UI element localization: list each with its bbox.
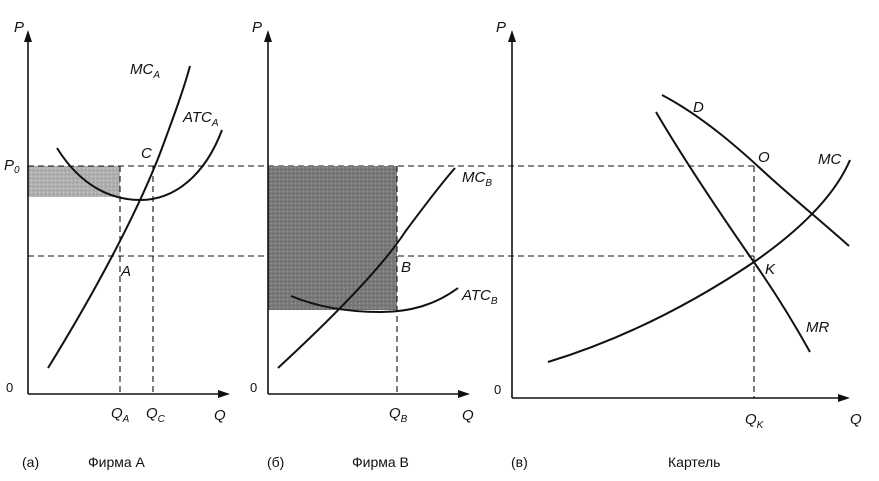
atc-curve-a (56, 129, 223, 202)
origin-label-b: 0 (250, 380, 257, 395)
atc-curve-b (290, 287, 459, 314)
mr-label: MR (806, 319, 829, 336)
caption-letter-a: (а) (22, 454, 39, 470)
demand-label: D (693, 99, 704, 116)
p0-label: P0 (4, 157, 20, 176)
caption-letter-b: (б) (267, 454, 284, 470)
panel-cartel: P Q 0 D O MC K MR QK (в) Картель (494, 19, 862, 470)
point-b-label: B (401, 259, 411, 276)
atc-b-label: ATCB (461, 287, 498, 307)
caption-letter-c: (в) (511, 454, 528, 470)
price-axis-label-b: P (252, 19, 262, 36)
quantity-axis-arrow-a (218, 390, 230, 398)
point-c-label: C (141, 145, 152, 162)
caption-title-b: Фирма B (352, 454, 409, 470)
point-a-label: A (120, 263, 131, 280)
origin-label-a: 0 (6, 380, 13, 395)
mc-curve-a (47, 65, 191, 369)
quantity-axis-label-b: Q (462, 407, 474, 424)
mc-a-label: MCA (130, 61, 160, 81)
profit-area-firm-b (268, 166, 397, 310)
qa-tick-label: QA (111, 405, 130, 425)
caption-title-c: Картель (668, 454, 720, 470)
point-o-label: O (758, 149, 770, 166)
qk-tick-label: QK (745, 411, 765, 431)
panel-firm-b: P Q 0 MCB ATCB B QB (б) Фирма B (250, 19, 498, 470)
qb-tick-label: QB (389, 405, 408, 425)
caption-title-a: Фирма A (88, 454, 146, 470)
panel-firm-a: P Q 0 P0 MCA ATCA C A QA QC (а) Фирма A (4, 19, 755, 470)
quantity-axis-arrow-c (838, 394, 850, 402)
price-axis-arrow-c (508, 30, 516, 42)
demand-curve (661, 94, 850, 247)
qc-tick-label: QC (146, 405, 166, 425)
price-axis-arrow-b (264, 30, 272, 42)
mc-cartel-label: MC (818, 151, 841, 168)
quantity-axis-label-a: Q (214, 407, 226, 424)
mr-curve (655, 111, 811, 353)
mc-curve-cartel (547, 159, 851, 363)
quantity-axis-label-c: Q (850, 411, 862, 428)
atc-a-label: ATCA (182, 109, 219, 129)
point-k-label: K (765, 261, 776, 278)
mc-curve-b (277, 167, 456, 369)
mc-b-label: MCB (462, 169, 492, 189)
price-axis-label-c: P (496, 19, 506, 36)
price-axis-label-a: P (14, 19, 24, 36)
origin-label-c: 0 (494, 382, 501, 397)
price-axis-arrow-a (24, 30, 32, 42)
quantity-axis-arrow-b (458, 390, 470, 398)
